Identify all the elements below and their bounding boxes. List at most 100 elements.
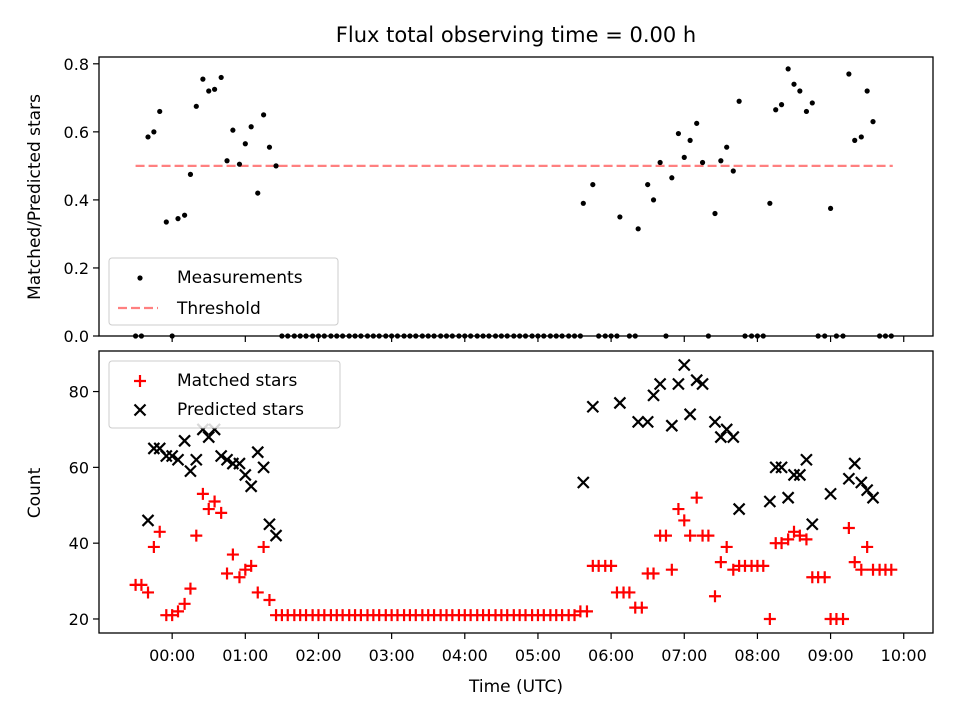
predicted-point [793, 468, 807, 482]
predicted-point [775, 461, 788, 474]
measurement-point [797, 88, 803, 94]
predicted-point [257, 461, 270, 474]
matched-point [251, 586, 264, 599]
predicted-point [647, 389, 660, 402]
measurement-point [248, 124, 254, 130]
bottom-ytick-label: 60 [69, 458, 89, 477]
bottom-xtick-label: 06:00 [588, 646, 634, 665]
matched-point [147, 540, 160, 553]
matched-point [190, 529, 203, 542]
measurement-point [657, 159, 663, 166]
measurement-point [187, 171, 194, 177]
measurement-point [730, 168, 736, 174]
predicted-point [251, 445, 265, 459]
predicted-point [244, 480, 258, 493]
matched-point [842, 522, 855, 535]
matched-point [702, 529, 715, 542]
matched-point [714, 556, 727, 569]
predicted-point [848, 457, 861, 470]
measurement-point [580, 200, 586, 206]
matched-point [257, 540, 270, 553]
matched-point [775, 537, 788, 550]
predicted-point [577, 476, 590, 489]
predicted-point [147, 442, 161, 455]
matched-point [708, 590, 721, 603]
predicted-point [763, 495, 777, 508]
bottom-ytick-label: 20 [69, 610, 89, 629]
legend-predicted-marker [133, 403, 147, 417]
bottom-xlabel: Time (UTC) [468, 677, 563, 697]
measurement-point [650, 197, 657, 203]
matched-point [184, 582, 197, 595]
bottom-xtick-label: 00:00 [149, 646, 195, 665]
measurement-point [617, 214, 623, 220]
matched-point [885, 563, 898, 576]
measurement-point [145, 134, 151, 140]
matched-point [763, 612, 776, 625]
measurement-point [261, 112, 267, 118]
measurement-point [864, 88, 870, 94]
matched-point [647, 567, 660, 580]
bottom-ytick-label: 40 [69, 534, 89, 553]
measurement-point [230, 127, 236, 133]
measurement-point [870, 119, 876, 125]
predicted-point [824, 487, 837, 501]
figure-title: Flux total observing time = 0.00 h [336, 23, 696, 47]
matched-point [178, 597, 191, 610]
bottom-xtick-label: 04:00 [442, 646, 488, 665]
predicted-point [160, 449, 173, 463]
measurement-point [718, 158, 724, 164]
matched-point [245, 559, 258, 572]
matched-point [684, 529, 697, 542]
predicted-point [202, 430, 216, 444]
bottom-xtick-label: 01:00 [222, 646, 268, 665]
matched-point [665, 563, 678, 576]
top-panel: 0.00.20.40.60.8 Matched/Predicted stars … [25, 55, 934, 346]
bottom-xtick-label: 09:00 [808, 646, 854, 665]
bottom-xtick-label: 10:00 [881, 646, 927, 665]
predicted-point [866, 491, 880, 504]
measurement-point [827, 205, 834, 212]
bottom-ticks: 20 40 60 80 00:00 01:00 02:00 03:00 04:00 05:00 06… [69, 383, 927, 665]
predicted-point [178, 434, 191, 448]
measurement-point [675, 130, 682, 137]
matched-points [129, 487, 898, 625]
measurement-point [767, 200, 773, 206]
predicted-point [769, 461, 782, 474]
bottom-ylabel: Count [25, 467, 45, 518]
matched-point [837, 612, 850, 625]
matched-point [202, 503, 215, 516]
predicted-point [806, 517, 819, 531]
bottom-legend-box [108, 360, 341, 429]
predicted-point [672, 377, 685, 391]
predicted-point [165, 449, 179, 463]
predicted-point [239, 468, 252, 482]
matched-point [215, 506, 228, 519]
matched-point [782, 533, 795, 546]
matched-point [861, 540, 874, 553]
top-legend: Measurements Threshold [108, 257, 339, 326]
matched-point [855, 563, 868, 576]
predicted-point [860, 483, 874, 497]
top-ytick-label: 0.4 [64, 191, 89, 210]
measurement-point [255, 190, 261, 196]
predicted-point [708, 415, 722, 429]
matched-point [142, 586, 155, 599]
measurement-point [211, 86, 218, 92]
top-ticks: 0.0 0.2 0.4 0.6 0.8 [64, 55, 905, 346]
matched-point [263, 594, 276, 607]
predicted-point [714, 430, 728, 444]
matched-point [818, 571, 831, 584]
predicted-point [190, 453, 203, 467]
measurement-point [699, 159, 706, 166]
bottom-xtick-label: 07:00 [661, 646, 707, 665]
predicted-point [171, 453, 185, 467]
measurement-point [163, 219, 169, 225]
measurement-point [803, 108, 810, 115]
measurement-point [785, 66, 791, 72]
legend-matched-label: Matched stars [177, 371, 297, 391]
measurement-point [200, 76, 206, 82]
predicted-point [800, 453, 813, 467]
measurement-point [669, 175, 675, 181]
measurement-point [645, 181, 651, 188]
